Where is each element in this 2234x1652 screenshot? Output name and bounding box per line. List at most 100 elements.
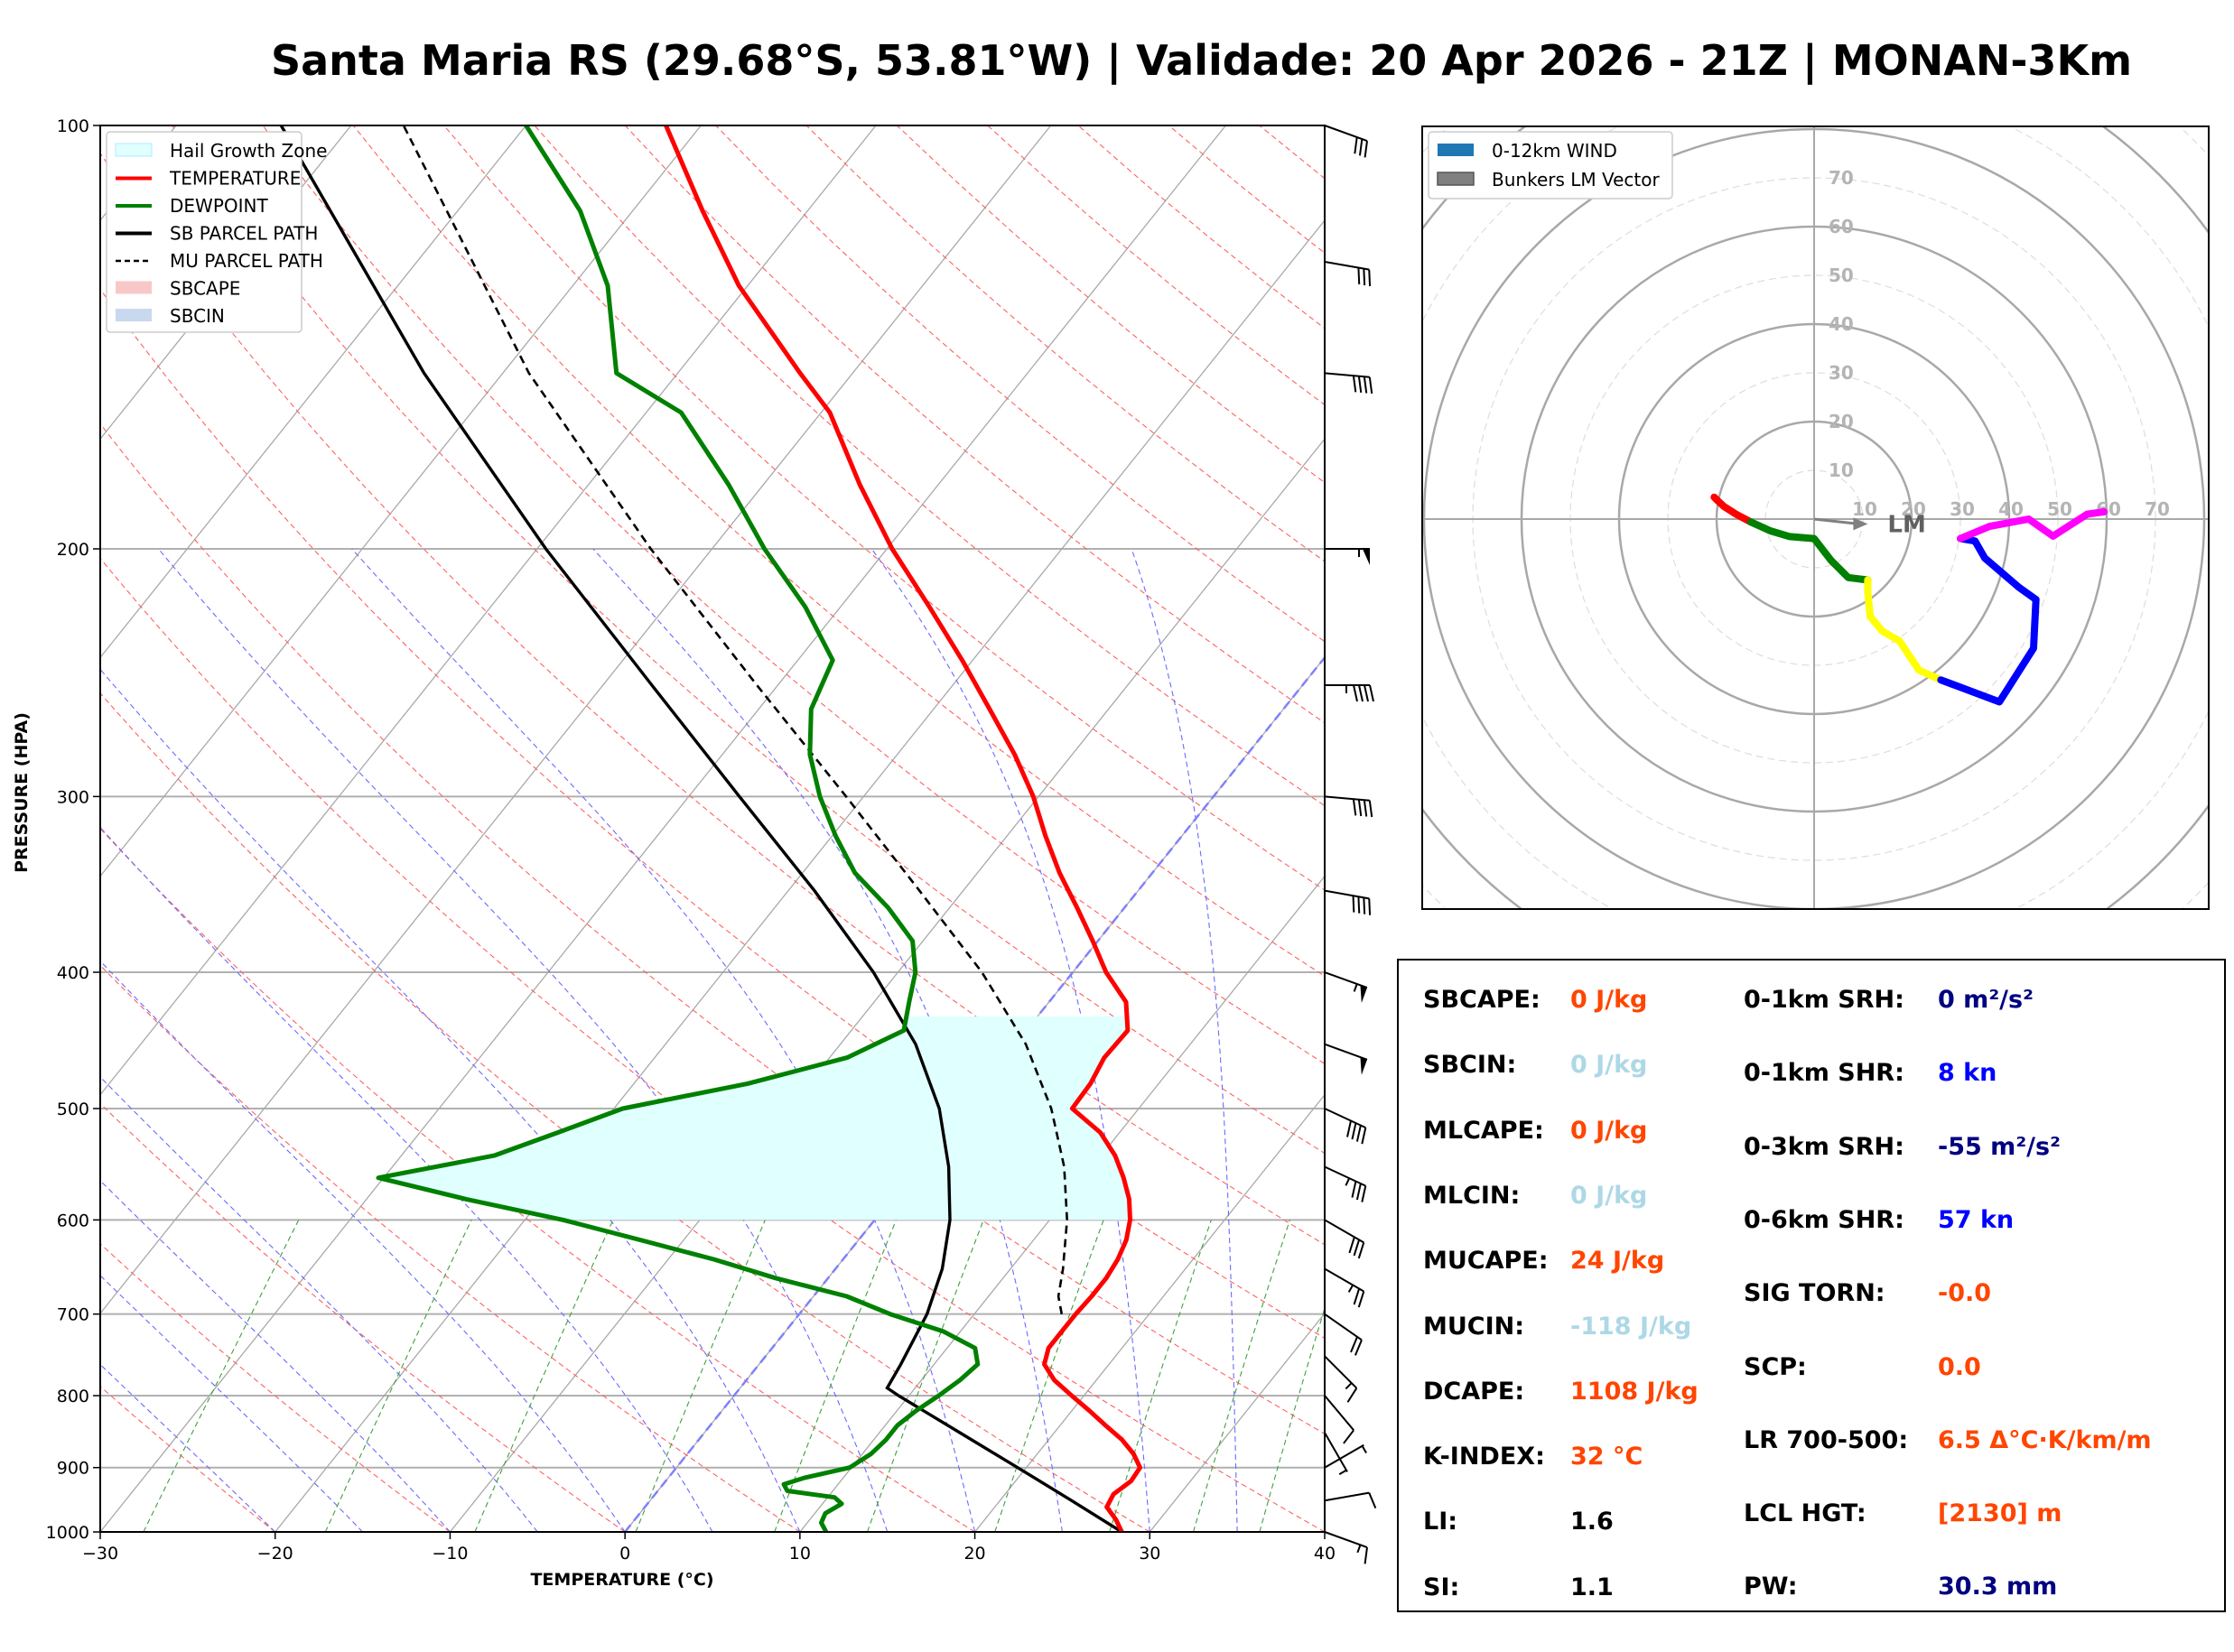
wind-barb-staff	[1324, 1395, 1354, 1431]
y-tick-label: 100	[57, 116, 89, 136]
moist-adiabat	[100, 1076, 538, 1532]
sb-parcel-path	[279, 125, 1123, 1532]
param-label-right: 0-1km SRH:	[1744, 986, 1904, 1014]
x-tick-label: 0	[619, 1544, 630, 1564]
mixing-ratio-line	[774, 1220, 897, 1532]
freezing-isotherm	[624, 655, 1325, 1532]
hodograph-segment	[1864, 576, 1945, 684]
wind-barb-flag	[1358, 138, 1364, 156]
wind-barb-staff	[1324, 261, 1370, 271]
wind-barb	[1324, 1491, 1377, 1509]
legend-label: 0-12km WIND	[1492, 140, 1617, 162]
wind-barb-flag	[1364, 684, 1369, 702]
bunkers-lm-arrowhead	[1853, 517, 1868, 531]
moist-adiabat	[1131, 548, 1238, 1532]
wind-barb-flag	[1364, 1546, 1368, 1564]
param-label-right: PW:	[1744, 1573, 1798, 1601]
dry-adiabat	[534, 125, 1325, 807]
x-tick-label: −20	[257, 1544, 293, 1564]
moist-adiabat	[100, 826, 713, 1532]
wind-barb	[1325, 683, 1374, 702]
hodograph-ring-label-y: 10	[1829, 459, 1854, 481]
wind-barb-staff	[1324, 1443, 1364, 1469]
param-value-left: 24 J/kg	[1570, 1247, 1665, 1276]
param-value-left: 0 J/kg	[1570, 1116, 1648, 1145]
wind-barb-staff	[1324, 1531, 1368, 1549]
skewt-legend-entry: TEMPERATURE	[116, 168, 301, 190]
y-tick-label: 600	[57, 1211, 89, 1230]
param-value-left: -118 J/kg	[1570, 1312, 1692, 1341]
wind-barb	[1324, 1043, 1368, 1075]
x-tick-label: 30	[1139, 1544, 1160, 1564]
isotherm-line	[100, 125, 877, 1096]
wind-barb	[1324, 1267, 1365, 1308]
legend-label: MU PARCEL PATH	[170, 250, 323, 272]
wind-barb-flag	[1364, 140, 1368, 158]
wind-barb	[1324, 1165, 1367, 1202]
wind-barb-flag	[1368, 800, 1373, 818]
mixing-ratio-line	[635, 1220, 766, 1532]
wind-barb	[1324, 1108, 1367, 1145]
param-label-right: LCL HGT:	[1744, 1499, 1866, 1528]
param-value-right: 8 kn	[1938, 1059, 1997, 1088]
hodograph-ring-label-y: 20	[1829, 411, 1854, 432]
wind-barb-flag	[1369, 684, 1374, 702]
wind-barb-flag	[1353, 1288, 1361, 1305]
chart-title: Santa Maria RS (29.68°S, 53.81°W) | Vali…	[271, 36, 2133, 85]
skewt-legend-entry: Hail Growth Zone	[115, 140, 327, 162]
wind-barb-half-flag	[1353, 983, 1358, 992]
skewt-legend-entry: DEWPOINT	[116, 195, 268, 217]
wind-barb-pennant	[1360, 1057, 1367, 1075]
hodograph-segment	[1957, 507, 2108, 543]
param-value-left: 0 J/kg	[1570, 986, 1648, 1014]
hodograph-ring	[1229, 0, 2234, 1104]
legend-swatch	[1438, 144, 1474, 156]
legend-label: TEMPERATURE	[169, 168, 301, 190]
hodograph-ring-label-x: 30	[1950, 498, 1975, 520]
hodograph-ring-label-y: 40	[1829, 313, 1854, 335]
param-value-right: -0.0	[1938, 1279, 1992, 1308]
dry-adiabat	[100, 1386, 276, 1532]
dry-adiabat	[100, 828, 975, 1532]
wind-barb-pennant	[1360, 985, 1367, 1004]
param-label-left: MLCAPE:	[1423, 1116, 1544, 1145]
hodograph-ring-label-x: 40	[1998, 498, 2024, 520]
wind-barb-staff	[1324, 971, 1368, 989]
y-tick-label: 400	[57, 963, 89, 983]
y-tick-label: 900	[57, 1459, 89, 1479]
param-value-right: 57 kn	[1938, 1205, 2015, 1234]
wind-barb-flag	[1353, 1239, 1361, 1257]
wind-barb-half-flag	[1361, 1445, 1367, 1454]
isotherm-line	[100, 125, 1226, 1532]
wind-barb-flag	[1361, 1127, 1367, 1145]
wind-barb-flag	[1363, 800, 1368, 817]
legend-label: Bunkers LM Vector	[1492, 169, 1661, 190]
param-value-right: [2130] m	[1938, 1499, 2062, 1528]
param-value-left: 32 °C	[1570, 1443, 1643, 1471]
wind-barb-flag	[1351, 1181, 1357, 1198]
hail-growth-zone	[378, 1016, 1131, 1220]
wind-barb-flag	[1346, 1387, 1358, 1403]
wind-barb	[1324, 1313, 1363, 1356]
param-value-right: 30.3 mm	[1938, 1573, 2058, 1601]
param-label-left: MUCIN:	[1423, 1312, 1525, 1341]
param-label-right: 0-3km SRH:	[1744, 1132, 1904, 1161]
skewt-legend-entry: SB PARCEL PATH	[116, 223, 318, 245]
mixing-ratio-line	[143, 1220, 300, 1532]
wind-barb-flag	[1354, 136, 1358, 154]
legend-label: SBCAPE	[170, 278, 240, 300]
hodograph-ring-label-y: 60	[1829, 216, 1854, 237]
param-value-left: 1.1	[1570, 1573, 1614, 1601]
isotherm-line	[275, 219, 1325, 1532]
wind-barb	[1324, 971, 1368, 1004]
wind-barb	[1324, 1443, 1367, 1469]
hodograph-frame	[1421, 125, 2210, 910]
hodograph-minor-ring	[1229, 0, 2234, 1104]
x-tick-label: −10	[432, 1544, 468, 1564]
wind-barb	[1324, 1355, 1358, 1403]
param-label-left: SBCAPE:	[1423, 986, 1541, 1014]
wind-barb	[1324, 1219, 1365, 1259]
param-label-left: SBCIN:	[1423, 1051, 1517, 1080]
isotherm-line	[100, 125, 527, 659]
wind-barb-half-flag	[1345, 1177, 1351, 1186]
